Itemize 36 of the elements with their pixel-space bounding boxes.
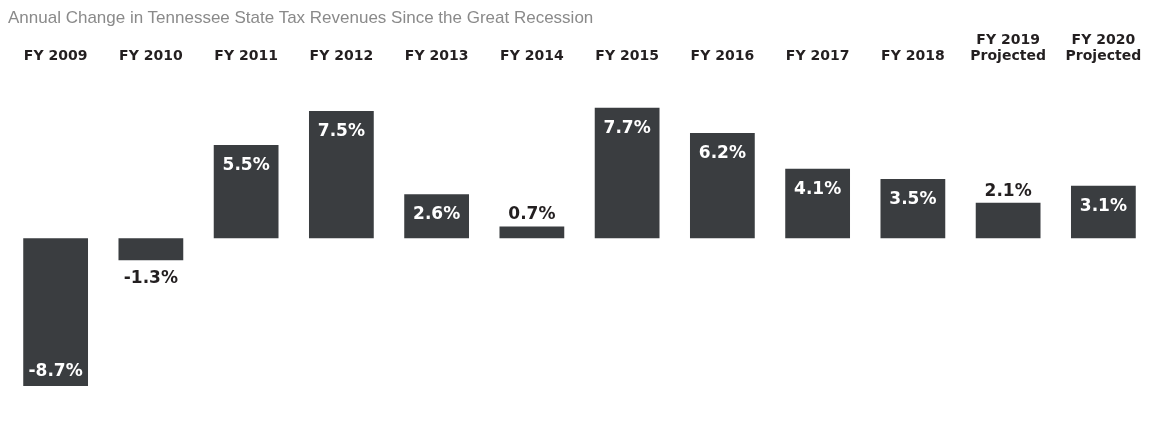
x-tick-label: FY 2017: [785, 47, 850, 64]
bar: [308, 111, 374, 239]
x-tick-label: FY 2015: [595, 47, 659, 64]
data-label: -8.7%: [28, 359, 83, 380]
bar: [118, 238, 184, 261]
x-tick-label: FY 2019 Projected: [970, 31, 1046, 64]
x-tick-label: FY 2014: [500, 47, 564, 64]
x-tick-label: FY 2012: [309, 47, 374, 64]
x-tick-label: FY 2013: [404, 47, 469, 64]
bar: [1070, 185, 1136, 239]
x-tick-label: FY 2020 Projected: [1065, 31, 1142, 64]
data-label: 3.1%: [1079, 194, 1127, 215]
data-label: 2.1%: [984, 179, 1032, 200]
bar: [785, 168, 851, 239]
data-label: 7.5%: [317, 119, 365, 140]
bar: [499, 226, 565, 239]
bar: [880, 178, 946, 239]
data-label: 6.2%: [698, 142, 746, 163]
data-label: 5.5%: [222, 153, 270, 174]
data-label: -1.3%: [123, 267, 178, 288]
x-tick-label: FY 2016: [690, 47, 755, 64]
data-label: 4.1%: [794, 177, 842, 198]
bar: [594, 107, 660, 239]
bar: [213, 144, 279, 239]
data-label: 0.7%: [508, 203, 556, 224]
x-tick-label: FY 2018: [881, 47, 945, 64]
data-label: 7.7%: [603, 116, 651, 137]
data-label: 2.6%: [413, 203, 461, 224]
x-tick-label: FY 2011: [214, 47, 278, 64]
chart-title: Annual Change in Tennessee State Tax Revenues Since the Great Recession: [8, 7, 594, 27]
x-tick-label: FY 2010: [119, 47, 183, 64]
x-tick-label: FY 2009: [23, 47, 88, 64]
bar: [975, 202, 1041, 239]
data-label: 3.5%: [889, 187, 937, 208]
bar: [689, 133, 755, 239]
bar: [23, 238, 89, 386]
